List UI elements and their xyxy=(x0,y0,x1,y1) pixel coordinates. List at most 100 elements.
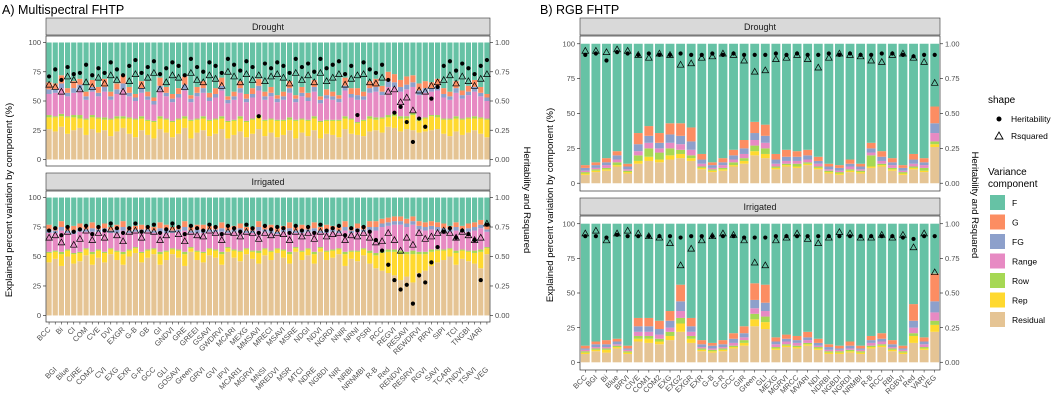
bar-segment-f xyxy=(654,223,664,321)
rsquared-point xyxy=(793,229,801,237)
bar-segment-row xyxy=(760,316,770,323)
bar-segment-residual xyxy=(750,326,760,363)
bar-segment-row xyxy=(132,118,139,120)
bar-segment-fg xyxy=(145,229,151,232)
bar-segment-row xyxy=(459,118,465,120)
bar-segment-rep xyxy=(877,345,887,348)
bar-segment-f xyxy=(739,43,749,140)
rsquared-point xyxy=(291,68,300,76)
bar-segment-f xyxy=(89,197,95,223)
rsquared-point xyxy=(199,232,208,240)
y2-tick-label: 0.75 xyxy=(495,223,510,232)
bar-segment-row xyxy=(89,115,95,118)
heritability-point xyxy=(404,282,409,287)
bar-segment-residual xyxy=(71,130,77,160)
rsquared-point xyxy=(174,230,183,237)
bar-segment-range xyxy=(243,102,250,121)
bar-segment-f xyxy=(188,42,194,96)
bar-segment-g xyxy=(95,86,102,93)
bar-segment-fg xyxy=(887,162,897,166)
bar-segment-range xyxy=(262,231,268,249)
rsquared-point xyxy=(131,226,140,234)
bar-segment-rep xyxy=(739,160,749,164)
bar-segment-row xyxy=(612,162,622,166)
heritability-point xyxy=(466,232,471,237)
bar-segment-residual xyxy=(803,345,813,363)
bar-segment-f xyxy=(428,197,435,222)
bar-segment-fg xyxy=(465,91,472,96)
bar-segment-g xyxy=(441,223,447,229)
bar-segment-range xyxy=(126,232,132,250)
bar-segment-g xyxy=(336,227,342,231)
bar-segment-f xyxy=(410,42,416,76)
bar-segment-row xyxy=(71,252,77,255)
bar-segment-rep xyxy=(83,249,89,256)
bar-segment-f xyxy=(877,43,887,152)
bar-segment-rep xyxy=(453,118,459,132)
rsquared-point xyxy=(421,234,430,242)
heritability-point xyxy=(752,52,757,58)
bar-segment-residual xyxy=(46,262,52,316)
rsquared-point xyxy=(353,71,362,79)
rsquared-point xyxy=(591,46,600,54)
bar-segment-g xyxy=(268,86,274,93)
bar-segment-residual xyxy=(633,163,643,184)
bar-segment-range xyxy=(379,227,385,251)
bar-segment-residual xyxy=(877,166,887,184)
bar-segment-range xyxy=(633,151,643,156)
bar-segment-f xyxy=(323,42,330,90)
bar-segment-fg xyxy=(824,347,834,350)
bar-segment-fg xyxy=(782,156,791,161)
bar-segment-g xyxy=(52,83,58,90)
bar-segment-row xyxy=(654,152,664,160)
bar-segment-range xyxy=(707,348,717,350)
rsquared-point xyxy=(211,228,220,236)
heritability-point xyxy=(250,64,255,70)
bar-segment-rep xyxy=(792,166,802,168)
bar-segment-range xyxy=(623,349,633,352)
bar-segment-residual xyxy=(373,130,379,160)
bar-segment-f xyxy=(824,43,834,164)
bar-segment-residual xyxy=(834,353,844,363)
bar-segment-g xyxy=(792,151,802,157)
bar-segment-f xyxy=(803,223,813,332)
bar-segment-row xyxy=(465,117,472,119)
bar-segment-range xyxy=(887,165,897,168)
heritability-point xyxy=(583,52,588,58)
bar-segment-row xyxy=(243,248,250,250)
heritability-point xyxy=(102,228,107,233)
bar-segment-range xyxy=(101,91,108,118)
bar-segment-residual xyxy=(194,260,200,316)
rsquared-point xyxy=(137,81,146,89)
bar-segment-row xyxy=(484,118,490,120)
bar-segment-range xyxy=(274,102,280,120)
bar-segment-rep xyxy=(243,249,250,255)
bar-segment-residual xyxy=(428,130,435,160)
bar-segment-g xyxy=(410,216,416,222)
heritability-point xyxy=(826,234,831,239)
bar-segment-rep xyxy=(58,254,65,266)
bar-segment-rep xyxy=(360,249,367,256)
legend-heritability-label: Heritability xyxy=(1011,114,1051,124)
heritability-point xyxy=(151,59,157,64)
rsquared-point xyxy=(750,258,759,266)
heritability-point xyxy=(349,226,354,231)
rsquared-point xyxy=(57,87,66,95)
bar-segment-range xyxy=(194,232,200,251)
bar-segment-residual xyxy=(665,340,675,363)
bar-segment-fg xyxy=(323,95,330,99)
bar-segment-range xyxy=(163,232,169,251)
bar-segment-residual xyxy=(286,263,293,316)
rsquared-point xyxy=(156,85,164,93)
bar-segment-residual xyxy=(391,127,398,160)
bar-segment-rep xyxy=(591,170,601,173)
bar-segment-g xyxy=(478,86,484,93)
bar-segment-fg xyxy=(391,82,398,87)
bar-segment-rep xyxy=(665,335,675,341)
heritability-point xyxy=(77,227,83,232)
bar-segment-g xyxy=(760,124,770,136)
bar-segment-row xyxy=(354,250,361,252)
bar-segment-row xyxy=(866,155,876,167)
rsquared-point xyxy=(285,235,294,243)
heritability-point xyxy=(139,70,144,76)
